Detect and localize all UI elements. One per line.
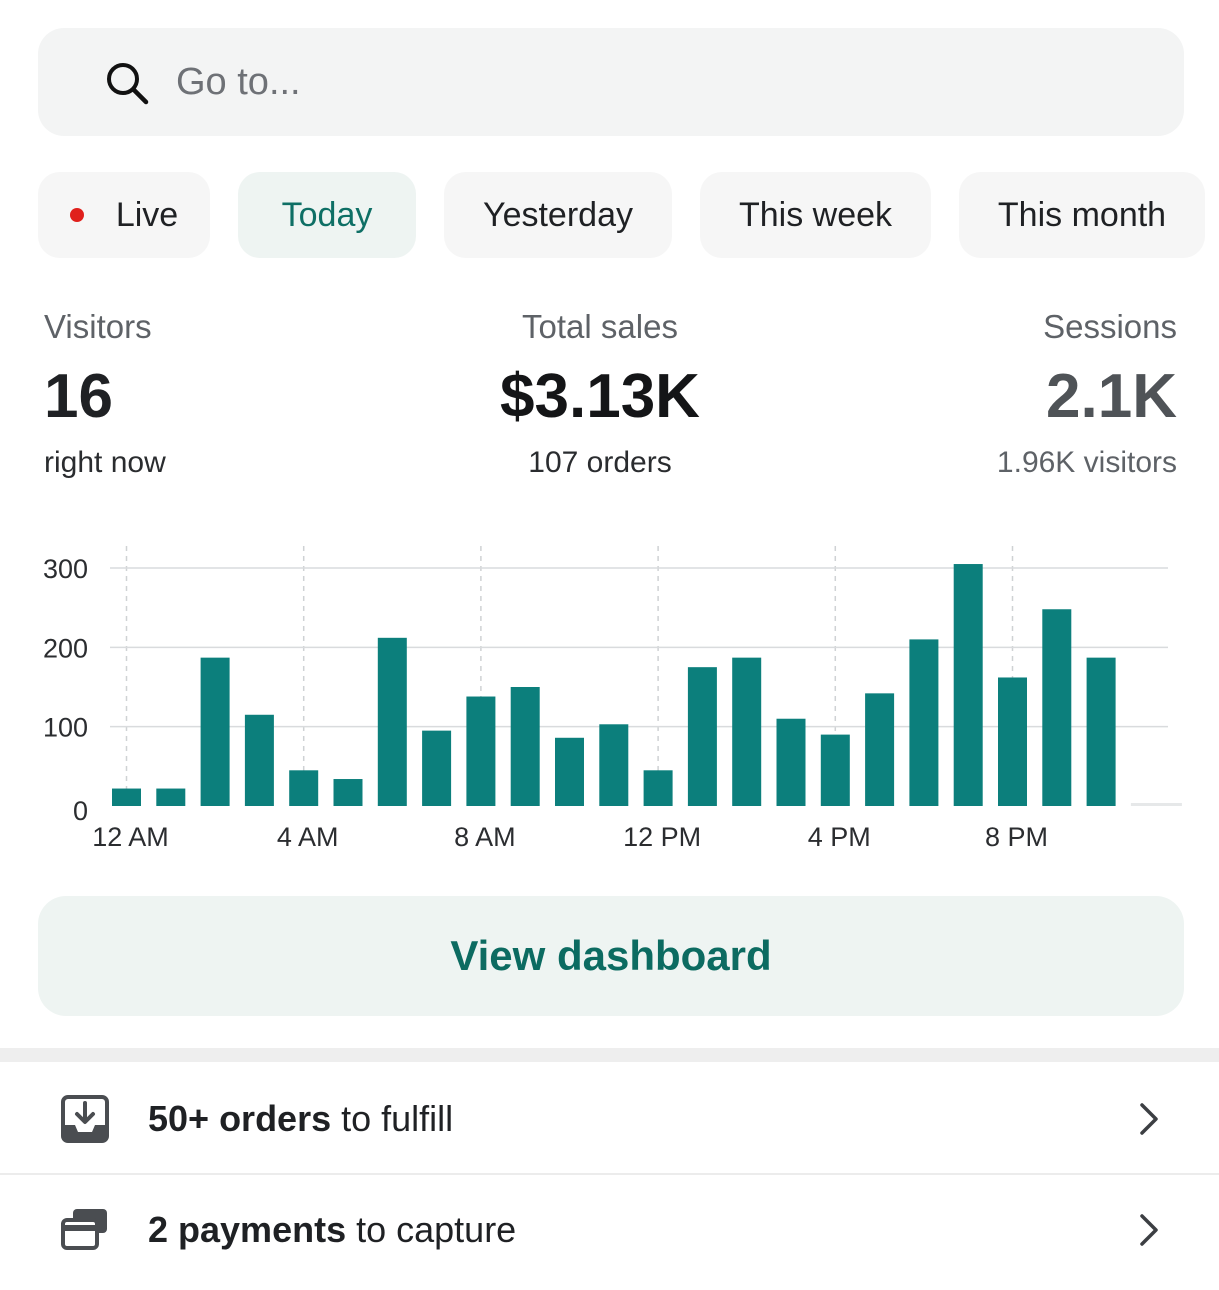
sessions-label: Sessions [1043,308,1177,345]
tab-yesterday[interactable]: Yesterday [444,172,672,258]
tab-this-week[interactable]: This week [700,172,931,258]
live-dot-icon [69,208,84,222]
x-tick-label: 12 AM [92,822,169,852]
y-tick-label: 200 [43,633,88,663]
tab-label: Live [115,195,179,234]
chart-bar [1086,657,1116,806]
chart-bar [112,788,141,806]
sessions-sub: 1.96K visitors [996,446,1177,479]
orders-task-bold: 50+ orders [148,1098,332,1139]
sessions-stat: Sessions 2.1K 1.96K visitors [997,308,1177,480]
chart-bar [244,714,274,806]
chart-bar [555,737,584,806]
sessions-value: 2.1K [1046,362,1177,431]
tab-label: This month [997,195,1167,234]
orders-task-text: 50+ orders to fulfill [148,1098,453,1140]
tab-this-month[interactable]: This month [959,172,1205,258]
section-separator [0,1048,1219,1062]
chart-bar [732,657,762,806]
visitors-value: 16 [44,362,113,431]
y-tick-label: 0 [73,796,88,826]
search-icon [107,63,149,105]
x-tick-label: 8 AM [454,822,516,852]
tab-label: Yesterday [483,195,633,234]
tab-label: This week [738,195,893,234]
credit-cards-icon [61,1209,107,1250]
search-input[interactable] [176,52,1156,112]
orders-task-rest: to fulfill [331,1098,454,1139]
chevron-right-icon [1140,1214,1158,1246]
chart-bar [156,788,186,806]
x-tick-label: 4 PM [808,822,871,852]
row-divider [0,1173,1219,1175]
chart-bar [1042,609,1072,806]
total-sales-sub: 107 orders [528,446,672,479]
payments-task-rest: to capture [346,1209,517,1250]
x-tick-label: 8 PM [985,822,1048,852]
y-tick-label: 100 [43,713,88,743]
chart-bar [1130,803,1182,806]
x-tick-label: 4 AM [277,822,339,852]
payments-to-capture-row[interactable]: 2 payments to capture [0,1175,1219,1285]
chart-bar [200,657,230,806]
period-tabs: Live Today Yesterday This week This mont… [0,172,1219,258]
chart-bar [998,677,1027,806]
search-bar[interactable] [38,28,1184,136]
chart-bar [643,770,673,806]
chart-bar [820,734,850,806]
chart-bar [687,667,717,806]
chart-bar [953,564,983,806]
chart-bar [377,637,407,806]
orders-to-fulfill-row[interactable]: 50+ orders to fulfill [0,1064,1219,1174]
x-tick-label: 12 PM [623,822,701,852]
payments-task-bold: 2 payments [148,1209,347,1250]
chart-bar [510,687,540,806]
visitors-stat: Visitors 16 right now [44,308,166,480]
download-tray-icon [61,1095,109,1143]
chart-bar [333,779,363,806]
chart-bar [289,770,319,806]
payments-task-text: 2 payments to capture [148,1209,516,1251]
visitors-label: Visitors [44,308,152,345]
tab-live[interactable]: Live [38,172,210,258]
chevron-right-icon [1140,1103,1158,1135]
chart-bar [776,718,806,806]
tab-today[interactable]: Today [238,172,416,258]
total-sales-stat: Total sales $3.13K 107 orders [400,308,800,480]
chart-bar [466,696,496,806]
tab-label: Today [281,195,373,234]
visitors-sub: right now [44,446,166,479]
chart-bar [865,693,895,806]
sales-bar-chart: 0 100 200 300 12 AM 4 AM 8 AM 12 PM 4 PM 8 PM [43,546,1182,852]
chart-bar [422,730,452,806]
chart-bar [599,724,629,806]
view-dashboard-button[interactable]: View dashboard [38,896,1184,1016]
y-tick-label: 300 [43,554,88,584]
total-sales-label: Total sales [522,308,678,345]
chart-bar [909,639,939,806]
total-sales-value: $3.13K [500,362,700,431]
